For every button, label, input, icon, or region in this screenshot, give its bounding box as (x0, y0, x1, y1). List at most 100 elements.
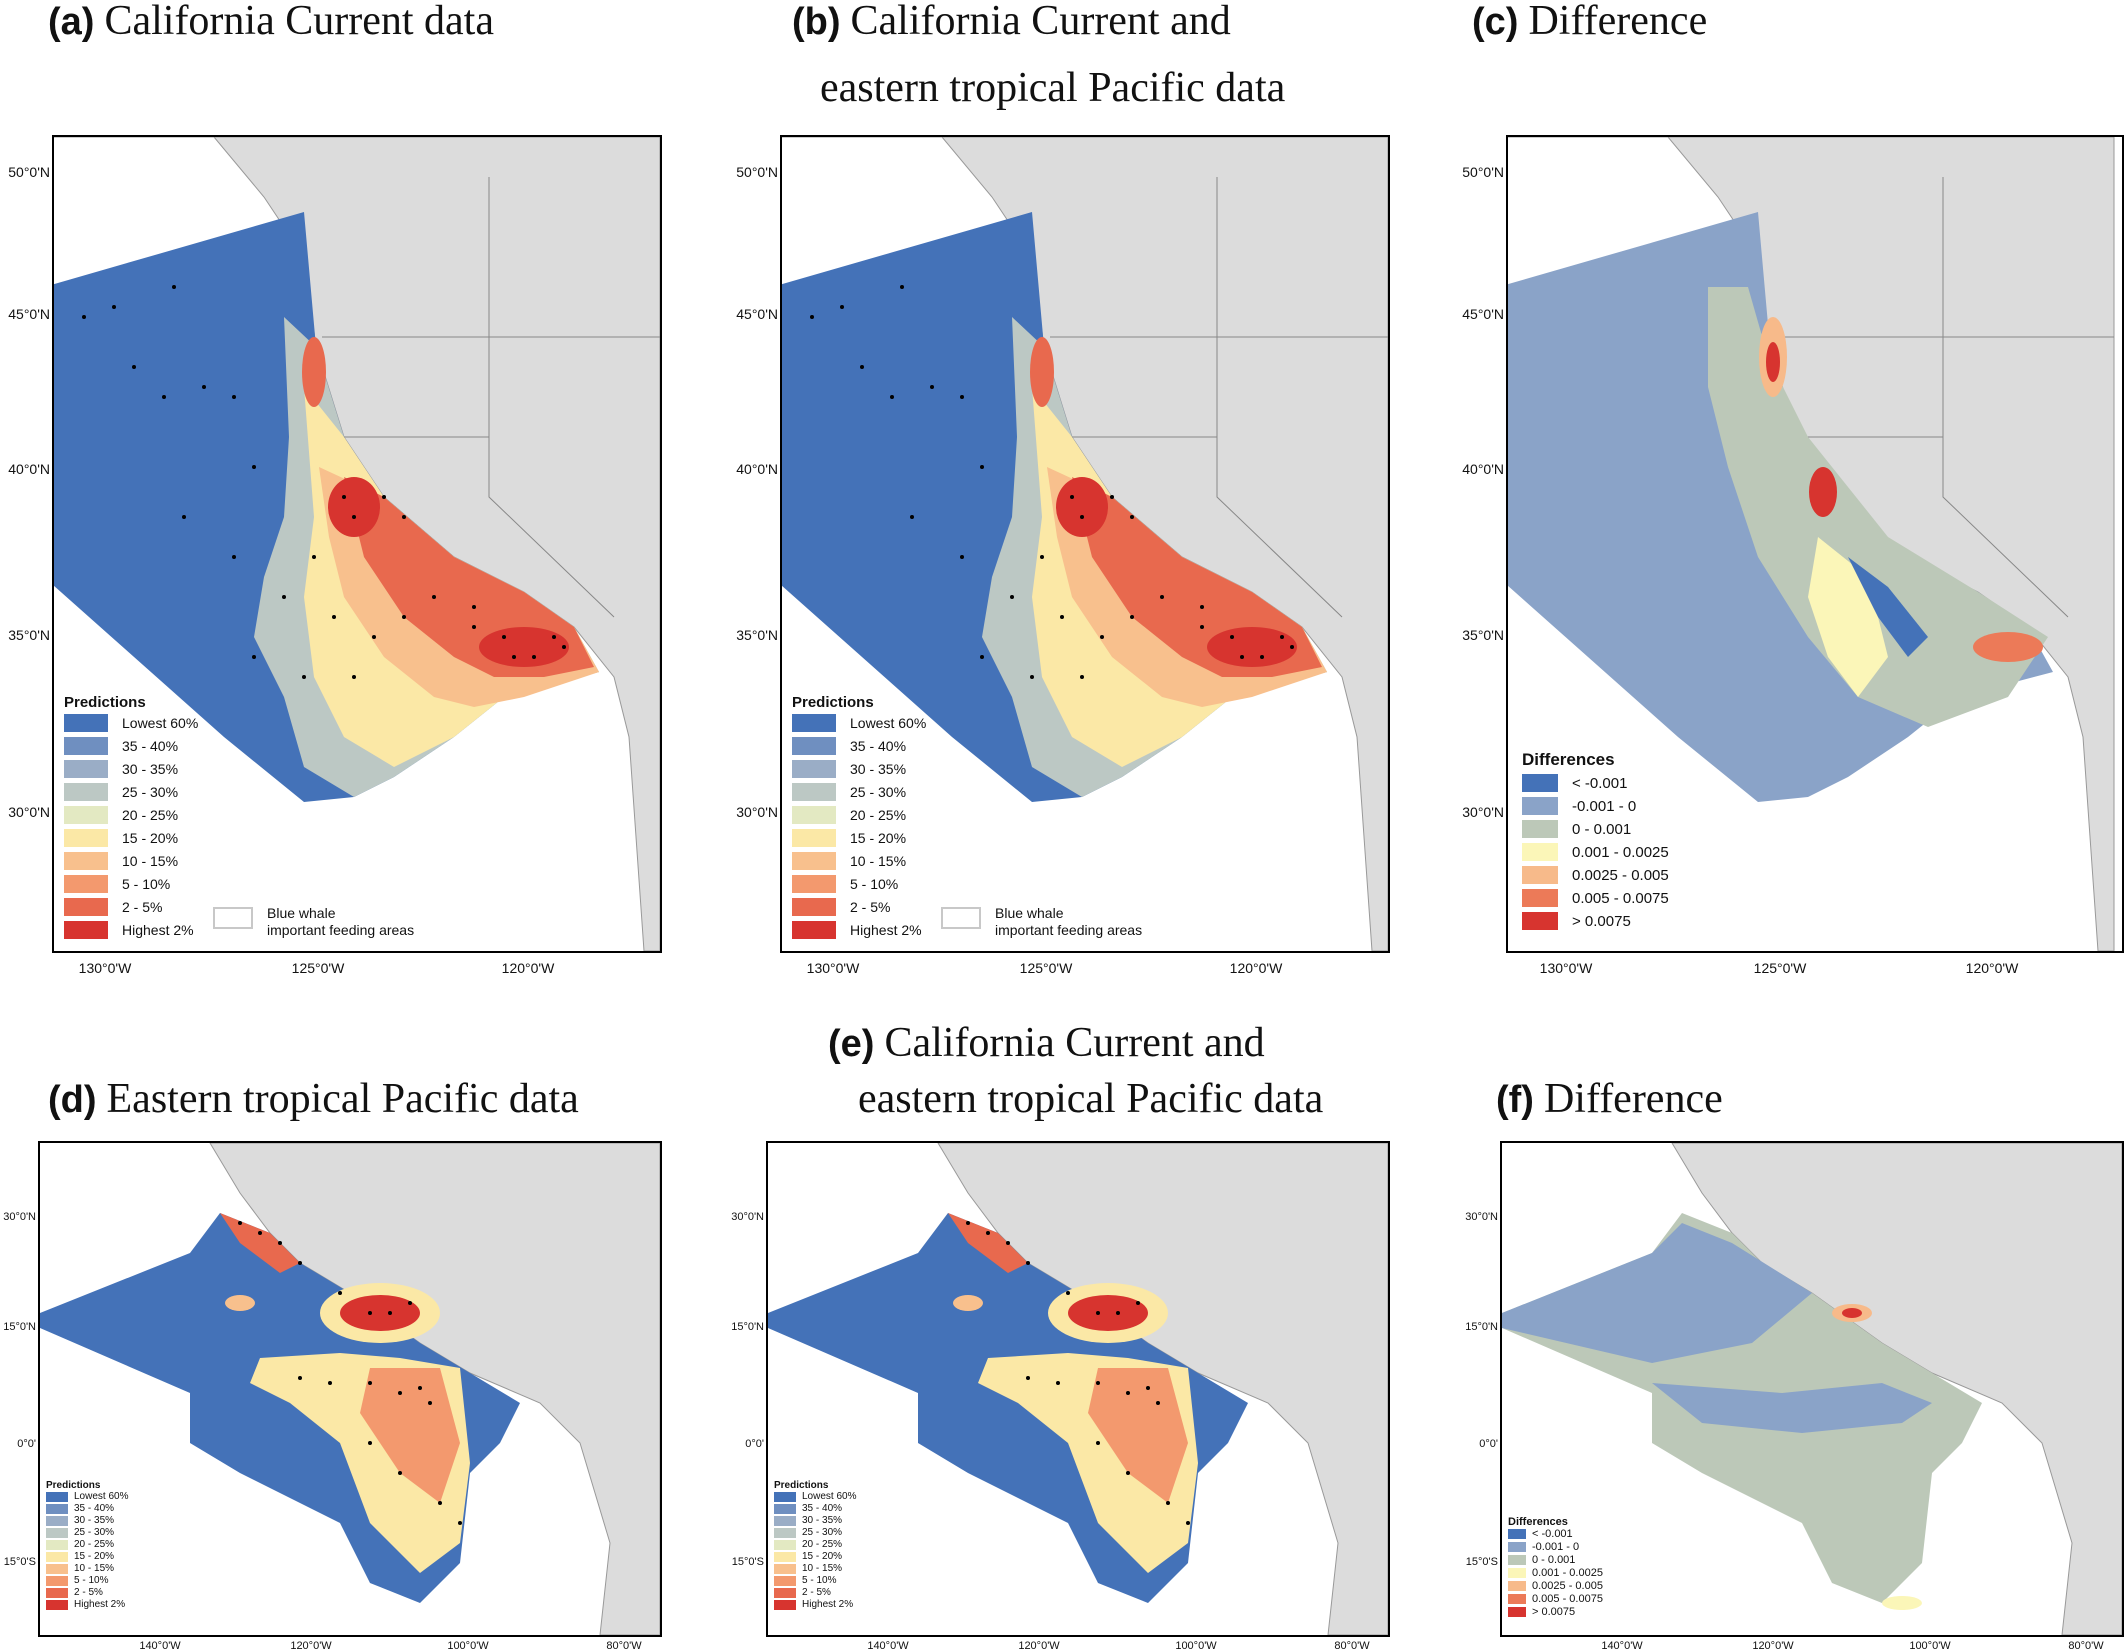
band-hotter (344, 477, 594, 677)
survey-point (966, 1221, 970, 1225)
panel-e-title-line2: eastern tropical Pacific data (858, 1076, 1324, 1122)
hotspot (1056, 477, 1108, 537)
whale-legend-a: Blue whale important feeding areas (213, 905, 414, 939)
survey-point (1096, 1311, 1100, 1315)
lon-label: 80°0'W (2068, 1640, 2104, 1652)
legend-row: 0.0025 - 0.005 (1508, 1580, 1603, 1592)
diff-hotspot (1809, 467, 1837, 517)
lat-label: 15°0'S (1465, 1556, 1498, 1568)
band-neg (1848, 557, 1928, 657)
map-e-svg (768, 1143, 1388, 1635)
legend-swatch (64, 898, 108, 916)
legend-swatch (774, 1551, 796, 1562)
legend-row: 0.005 - 0.0075 (1522, 889, 1669, 907)
legend-row: < -0.001 (1508, 1528, 1603, 1540)
state-boundaries (1776, 177, 2114, 618)
legend-row: 35 - 40% (792, 737, 926, 755)
legend-row: 35 - 40% (774, 1503, 856, 1514)
legend-row: 20 - 25% (792, 806, 926, 824)
legend-swatch (46, 1503, 68, 1514)
map-panel-c (1506, 135, 2124, 953)
survey-point (302, 675, 306, 679)
legend-label: 5 - 10% (802, 1575, 837, 1586)
survey-point (298, 1376, 302, 1380)
legend-label: 15 - 20% (850, 830, 907, 846)
legend-row: 15 - 20% (46, 1551, 128, 1562)
survey-point (1096, 1441, 1100, 1445)
legend-row: 30 - 35% (774, 1515, 856, 1526)
survey-point (112, 305, 116, 309)
state-boundaries (322, 177, 660, 618)
band-neg (1502, 1223, 1812, 1363)
lon-label: 140°0'W (1601, 1640, 1643, 1652)
legend-swatch (774, 1539, 796, 1550)
legend-swatch (46, 1515, 68, 1526)
legend-title: Differences (1522, 750, 1615, 769)
legend-label: 0 - 0.001 (1572, 820, 1632, 838)
map-panel-a (52, 135, 662, 953)
legend-row: Lowest 60% (774, 1491, 856, 1502)
legend-swatch (64, 737, 108, 755)
survey-point (328, 1381, 332, 1385)
lon-label: 100°0'W (1175, 1640, 1217, 1652)
lat-label: 30°0'N (1462, 804, 1504, 820)
panel-a-tag: (a) (48, 1, 95, 43)
legend-label: 2 - 5% (74, 1587, 103, 1598)
survey-point (1126, 1391, 1130, 1395)
legend-label: -0.001 - 0 (1532, 1541, 1580, 1553)
survey-point (252, 655, 256, 659)
whale-legend-line2: important feeding areas (267, 922, 415, 938)
whale-legend-b: Blue whale important feeding areas (941, 905, 1142, 939)
survey-point (900, 285, 904, 289)
lat-label: 50°0'N (736, 164, 778, 180)
lat-label: 0°0' (17, 1438, 36, 1450)
panel-b-title-line1: California Current and (850, 0, 1231, 44)
legend-row: 0 - 0.001 (1522, 820, 1669, 838)
legend-label: 30 - 35% (850, 761, 907, 777)
survey-point (1116, 1311, 1120, 1315)
legend-label: 2 - 5% (122, 899, 163, 915)
legend-swatch (774, 1491, 796, 1502)
legend-label: 10 - 15% (122, 853, 179, 869)
legend-label: 35 - 40% (850, 738, 907, 754)
survey-point (258, 1231, 262, 1235)
band-hotter (1072, 477, 1322, 677)
survey-point (1200, 625, 1204, 629)
survey-point (1026, 1376, 1030, 1380)
legend-row: 2 - 5% (774, 1587, 856, 1598)
survey-point (252, 465, 256, 469)
survey-point (432, 595, 436, 599)
survey-point (1130, 515, 1134, 519)
legend-swatch (64, 714, 108, 732)
panel-d-title: (d) Eastern tropical Pacific data (48, 1066, 579, 1133)
legend-rows: Lowest 60% 35 - 40% 30 - 35% 25 - 30% 20 - 2… (774, 1491, 856, 1610)
lon-label: 120°0'W (501, 960, 555, 976)
legend-label: 10 - 15% (850, 853, 907, 869)
survey-point (1080, 515, 1084, 519)
survey-point (472, 625, 476, 629)
legend-row: 25 - 30% (774, 1527, 856, 1538)
legend-label: Highest 2% (802, 1599, 854, 1610)
panel-e-title-2: eastern tropical Pacific data (858, 1066, 1323, 1132)
survey-point (382, 495, 386, 499)
legend-label: 5 - 10% (74, 1575, 109, 1586)
survey-point (368, 1311, 372, 1315)
legend-label: 35 - 40% (122, 738, 179, 754)
panel-e-title: (e) California Current and (828, 1010, 1265, 1077)
map-panel-d (38, 1141, 662, 1637)
legend-swatch (792, 852, 836, 870)
panel-d-tag: (d) (48, 1079, 97, 1121)
legend-rows: Lowest 60% 35 - 40% 30 - 35% 25 - 30% 20 - 2… (46, 1491, 128, 1610)
survey-point (368, 1381, 372, 1385)
panel-c-title-text: Difference (1528, 0, 1708, 44)
legend-swatch (774, 1599, 796, 1610)
legend-label: 25 - 30% (74, 1527, 115, 1538)
hotspot (328, 477, 380, 537)
lon-label: 80°0'W (606, 1640, 642, 1652)
survey-point (930, 385, 934, 389)
band-zero (1708, 287, 2048, 727)
legend-swatch (1508, 1542, 1526, 1552)
legend-swatch (46, 1599, 68, 1610)
band-hotter (948, 1213, 1028, 1273)
legend-label: > 0.0075 (1532, 1606, 1576, 1618)
